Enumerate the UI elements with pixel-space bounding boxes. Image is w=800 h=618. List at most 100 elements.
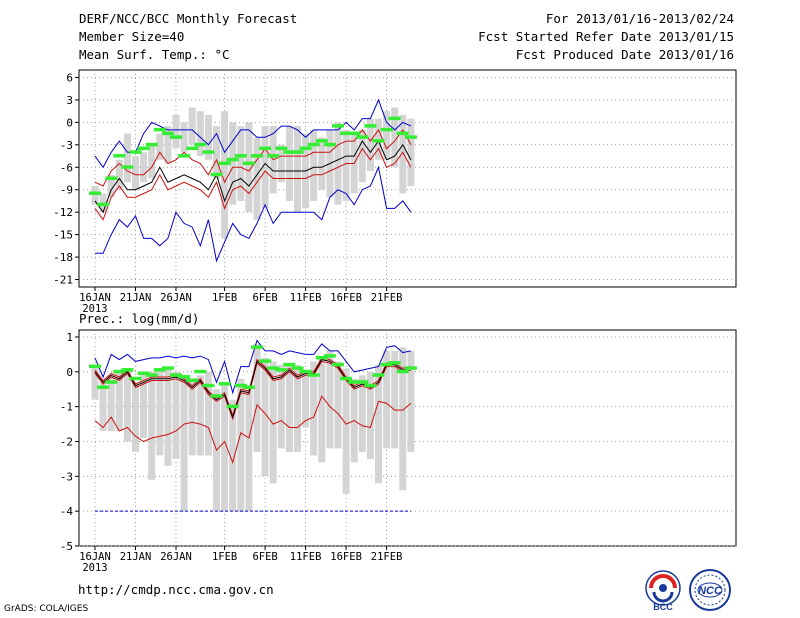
prec-ensemble-box — [245, 389, 253, 512]
temp-ensemble-mean-mark — [275, 146, 288, 151]
prec-ensemble-mean-mark — [283, 362, 296, 367]
temp-lower-line — [94, 147, 412, 221]
temp-ensemble-box — [196, 111, 204, 157]
temp-plot-frame — [78, 69, 737, 288]
temp-ensemble-mean-mark — [380, 127, 393, 132]
temp-ensemble-box — [342, 129, 350, 201]
prec-ensemble-box — [366, 371, 374, 459]
prec-x-tick-label: 16JAN — [79, 551, 111, 563]
temp-ensemble-box — [294, 126, 301, 213]
temp-ensemble-box — [213, 126, 220, 179]
temp-ensemble-box — [180, 122, 188, 153]
prec-x-tick-label: 1FEB — [212, 551, 237, 563]
temp-x-tick-label: 11FEB — [290, 292, 322, 304]
temp-ensemble-mean-mark — [97, 202, 110, 207]
temp-ensemble-box — [334, 122, 342, 205]
forecast-period-label: For 2013/01/16-2013/02/24 — [545, 11, 734, 26]
source-url[interactable]: http://cmdp.ncc.cma.gov.cn — [78, 582, 274, 597]
temp-ensemble-box — [253, 137, 261, 220]
temp-ensemble-mean-mark — [356, 135, 369, 139]
prec-ensemble-mean-mark — [315, 355, 328, 360]
temp-y-tick-label: -12 — [53, 206, 73, 219]
prec-y-tick-label: -5 — [60, 540, 73, 553]
temp-ensemble-mean-mark — [153, 127, 166, 132]
prec-max-line — [94, 339, 412, 395]
temp-ensemble-mean-mark — [210, 172, 223, 177]
prec-ensemble-mean-mark — [202, 383, 215, 388]
temp-max-line — [94, 98, 412, 169]
prec-ensemble-box — [229, 399, 237, 512]
prec-ensemble-mean-mark — [89, 364, 101, 369]
prec-x-year-label: 2013 — [82, 562, 107, 574]
prec-ensemble-mean-mark — [97, 385, 110, 389]
prec-ensemble-mean-mark — [242, 385, 255, 389]
prec-ensemble-box — [285, 364, 293, 452]
prec-ensemble-box — [196, 375, 204, 456]
temp-ensemble-box — [156, 133, 164, 160]
temp-ensemble-mean-mark — [340, 131, 353, 136]
prec-x-tick-label: 21JAN — [120, 551, 152, 563]
variable-label-prec: Prec.: log(mm/d) — [79, 311, 199, 326]
temp-y-tick-label: -21 — [53, 274, 73, 287]
prec-ensemble-box — [326, 350, 334, 449]
prec-ensemble-box — [140, 371, 148, 438]
prec-ensemble-mean-mark — [372, 373, 385, 377]
bcc-logo-icon: BCC — [645, 570, 681, 612]
temp-ensemble-mean-mark — [267, 154, 280, 158]
prec-ensemble-mean-mark — [161, 366, 174, 370]
temp-ensemble-box — [358, 129, 366, 183]
prec-y-tick-label: -1 — [60, 401, 73, 414]
temp-ensemble-mean-mark — [194, 142, 207, 147]
temp-y-tick-label: 6 — [66, 71, 73, 84]
prec-ensemble-mean-mark — [234, 383, 247, 388]
prec-ensemble-box — [375, 364, 382, 484]
ncc-logo-icon: NCC — [689, 569, 731, 611]
prec-ensemble-mean-mark — [267, 366, 280, 370]
temp-ensemble-box — [277, 144, 285, 183]
temp-ensemble-box — [172, 114, 180, 149]
prec-x-tick-label: 16FEB — [330, 551, 362, 563]
prec-ensemble-box — [253, 343, 261, 452]
temp-ensemble-box — [310, 129, 318, 201]
temp-ensemble-box — [391, 107, 399, 168]
prec-ensemble-mean-mark — [251, 345, 263, 349]
prec-y-tick-label: -3 — [60, 470, 73, 483]
prec-ensemble-mean-mark — [332, 362, 344, 367]
temp-ensemble-mean-mark — [234, 154, 247, 158]
temp-y-tick-label: -9 — [60, 184, 73, 197]
temp-ensemble-box — [407, 118, 415, 186]
prec-ensemble-mean-mark — [170, 373, 182, 377]
temp-ensemble-mean-mark — [364, 124, 377, 128]
temp-x-tick-label: 1FEB — [212, 292, 237, 304]
prec-ensemble-box — [172, 371, 180, 459]
prec-ensemble-mean-mark — [113, 369, 126, 374]
prec-ensemble-mean-mark — [275, 368, 288, 372]
prec-ensemble-mean-mark — [186, 378, 199, 383]
prec-ensemble-mean-mark — [218, 382, 231, 386]
prec-ensemble-box — [277, 364, 285, 449]
prec-y-tick-label: -2 — [60, 435, 73, 448]
temp-ensemble-box — [285, 126, 293, 201]
prec-ensemble-box — [99, 382, 107, 432]
prec-ensemble-box — [180, 377, 188, 512]
prec-ensemble-mean-mark — [153, 368, 166, 372]
prec-ensemble-mean-mark — [323, 354, 336, 358]
temp-ensemble-mean-mark — [226, 157, 239, 162]
prec-ensemble-mean-mark — [226, 404, 239, 409]
temp-ensemble-box — [245, 122, 253, 213]
prec-x-tick-label: 21FEB — [371, 551, 403, 563]
temp-x-tick-label: 26JAN — [160, 292, 192, 304]
temp-ensemble-box — [123, 133, 131, 183]
prec-ensemble-box — [318, 357, 326, 463]
temp-ensemble-mean-mark — [121, 165, 134, 169]
temp-ensemble-mean-mark — [283, 150, 296, 154]
prec-y-tick-label: 0 — [66, 366, 73, 379]
temp-ensemble-mean-mark — [348, 131, 361, 136]
temp-x-tick-label: 21JAN — [120, 292, 152, 304]
grads-credit: GrADS: COLA/IGES — [4, 604, 89, 614]
temp-ensemble-box — [132, 156, 139, 190]
temp-ensemble-box — [140, 152, 148, 183]
temp-ensemble-mean-mark — [186, 146, 199, 151]
prec-ensemble-box — [148, 371, 156, 480]
temp-ensemble-mean-mark — [404, 135, 417, 139]
